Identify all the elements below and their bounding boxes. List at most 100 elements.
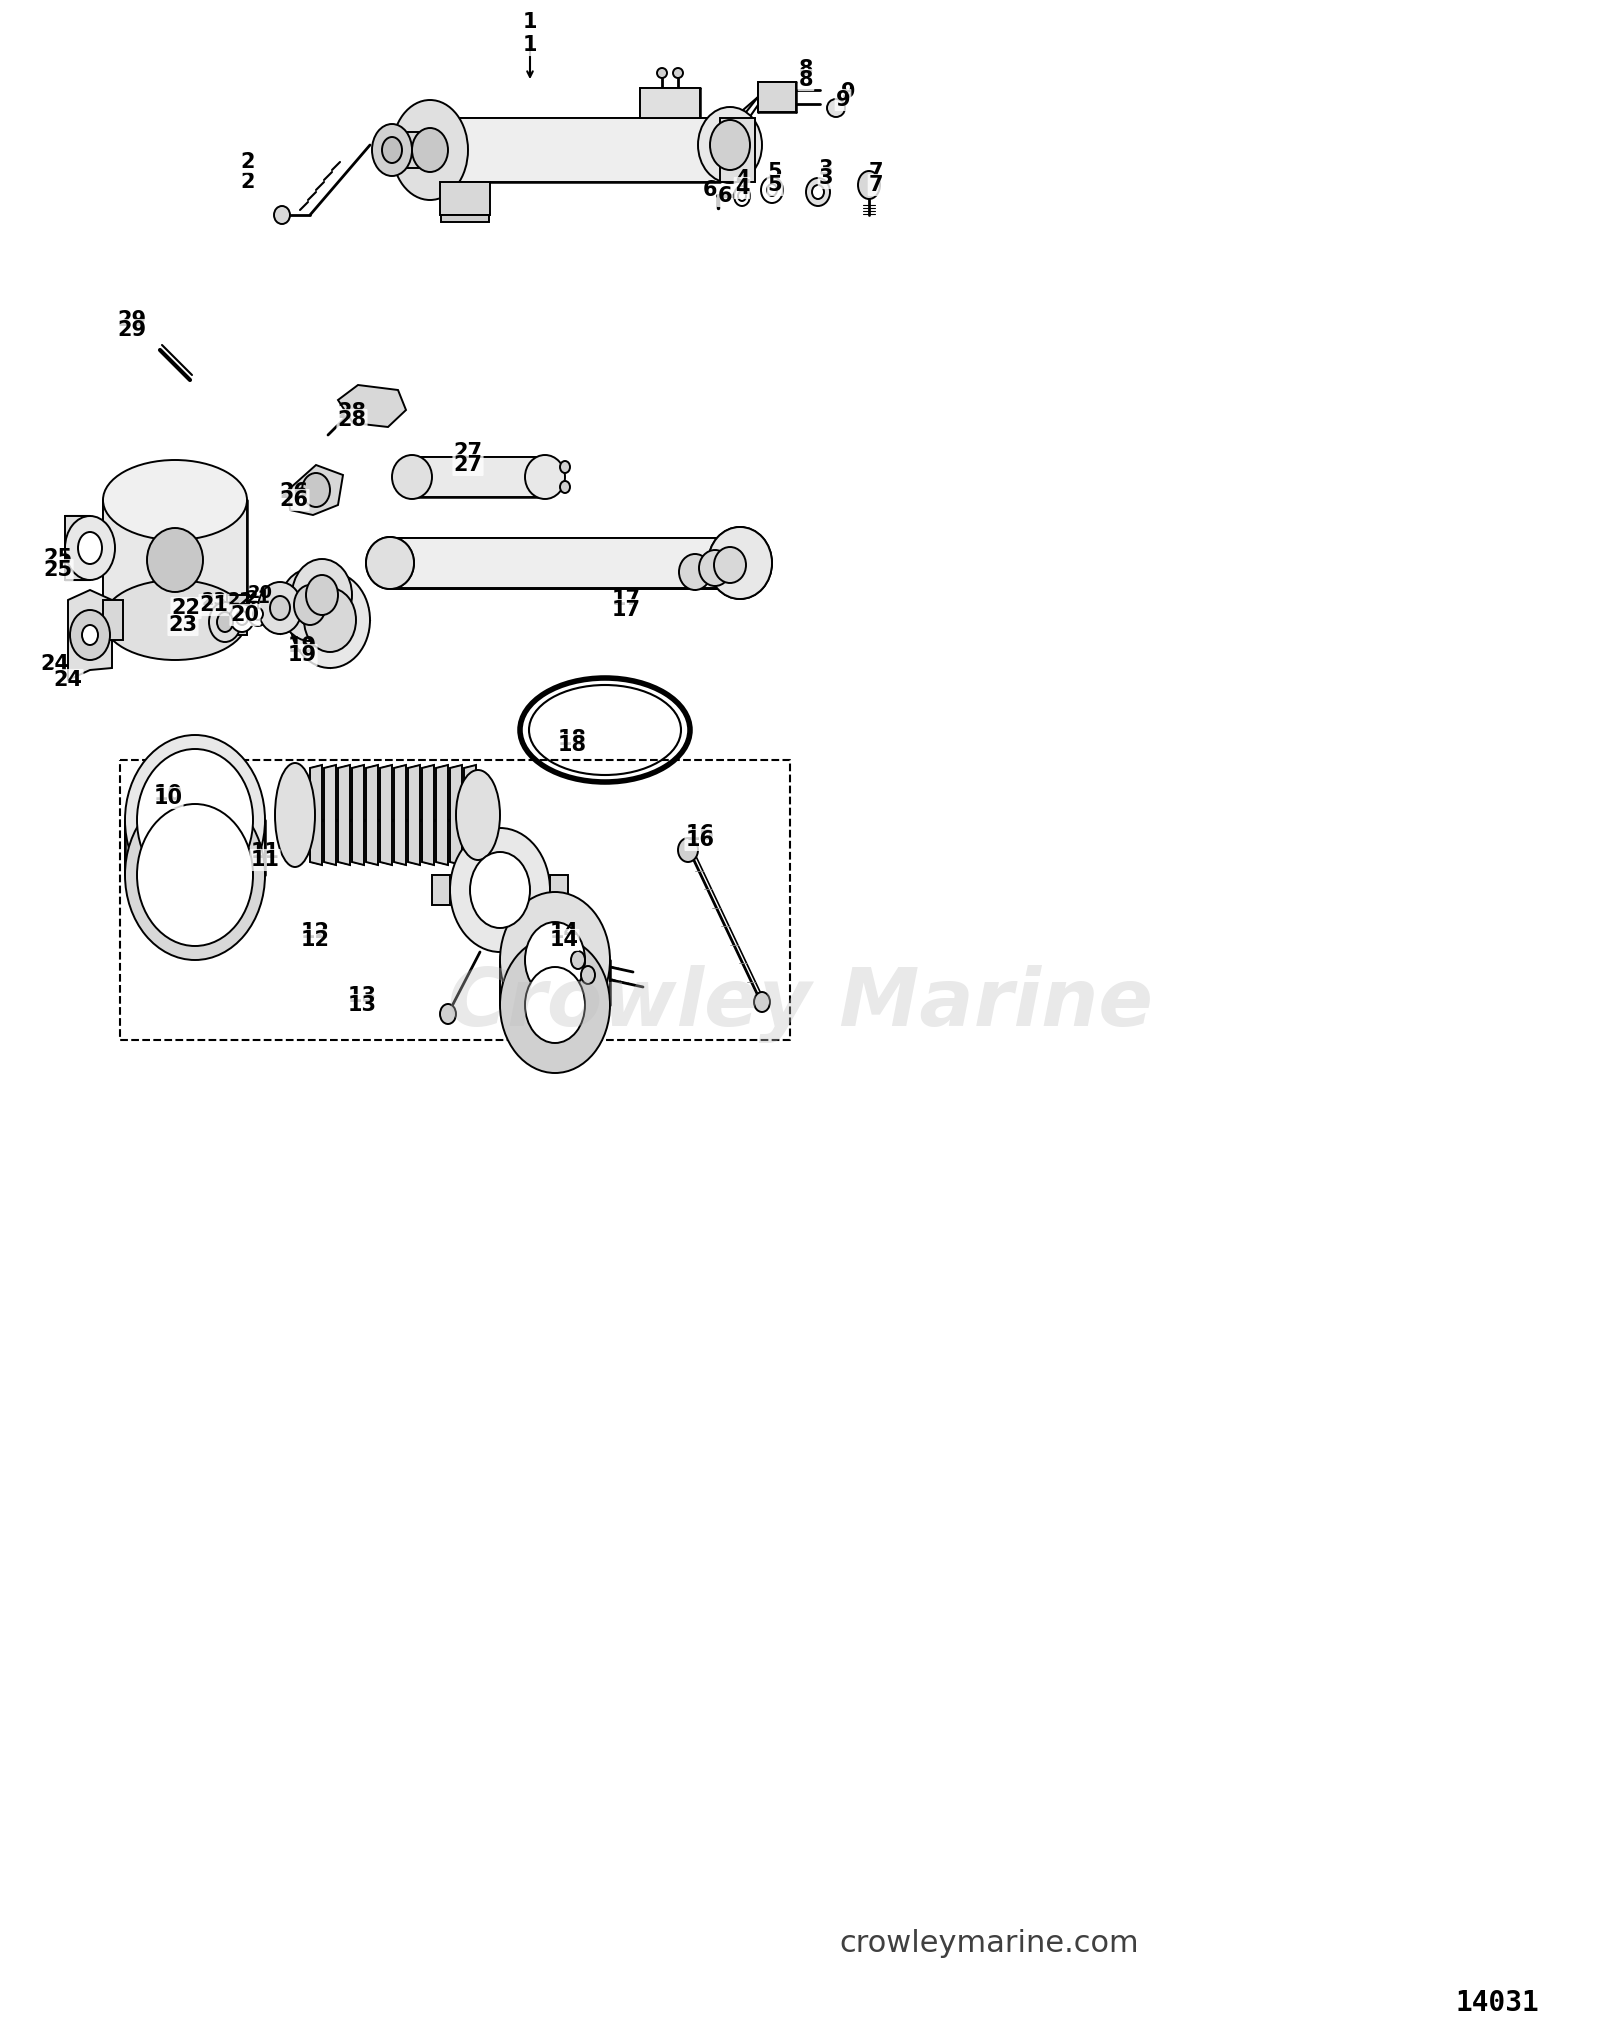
Text: 17: 17 [611,600,640,620]
Ellipse shape [366,537,414,590]
Text: 23: 23 [202,592,227,608]
Text: 9: 9 [835,90,850,110]
Polygon shape [430,118,720,182]
Polygon shape [440,182,490,214]
Ellipse shape [499,937,610,1074]
Text: 10: 10 [154,784,182,804]
Polygon shape [394,765,406,865]
Text: 10: 10 [154,788,182,808]
Ellipse shape [581,965,595,984]
Ellipse shape [707,527,771,598]
Ellipse shape [714,547,746,584]
Ellipse shape [710,120,750,169]
Ellipse shape [813,186,824,200]
Ellipse shape [291,559,352,631]
Ellipse shape [138,749,253,892]
Polygon shape [442,214,490,222]
Polygon shape [288,465,342,514]
Text: 21: 21 [200,596,229,614]
Ellipse shape [470,851,530,929]
Text: 21: 21 [245,590,270,606]
Text: 8: 8 [798,59,813,80]
Polygon shape [392,133,430,167]
Text: 11: 11 [251,843,280,861]
Text: 6: 6 [718,186,733,206]
Ellipse shape [766,184,778,196]
Text: 2: 2 [240,151,256,171]
Ellipse shape [304,588,355,651]
Text: 14: 14 [549,931,579,949]
Text: 7: 7 [869,176,883,196]
Ellipse shape [560,482,570,494]
Text: 24: 24 [53,669,83,690]
Ellipse shape [699,549,731,586]
Polygon shape [432,876,450,904]
Ellipse shape [125,790,266,959]
Ellipse shape [734,186,750,206]
Text: 4: 4 [734,178,749,198]
Text: 22: 22 [171,598,200,618]
Polygon shape [720,118,755,182]
Polygon shape [366,765,378,865]
Ellipse shape [274,206,290,225]
Ellipse shape [371,125,413,176]
Ellipse shape [210,602,242,643]
Text: 26: 26 [280,482,309,502]
Text: 2: 2 [240,171,256,192]
Text: 27: 27 [453,455,483,476]
Text: 28: 28 [338,410,366,431]
Text: 7: 7 [869,161,883,182]
Text: 17: 17 [611,590,640,608]
Ellipse shape [658,67,667,78]
Polygon shape [227,596,246,635]
Ellipse shape [218,612,234,633]
Polygon shape [381,765,392,865]
Text: 26: 26 [280,490,309,510]
Text: 18: 18 [557,729,587,749]
Text: 1: 1 [523,35,538,55]
Ellipse shape [138,804,253,945]
Ellipse shape [450,829,550,951]
Ellipse shape [102,459,246,541]
Ellipse shape [270,596,290,620]
Ellipse shape [827,100,845,116]
Text: 9: 9 [840,82,856,102]
Ellipse shape [762,178,782,202]
Polygon shape [338,386,406,427]
Text: crowleymarine.com: crowleymarine.com [838,1929,1139,1957]
Ellipse shape [440,1004,456,1025]
Ellipse shape [253,608,262,620]
Ellipse shape [306,576,338,614]
Ellipse shape [392,455,432,498]
Text: 14: 14 [549,923,579,943]
Ellipse shape [525,455,565,498]
Text: 22: 22 [227,592,253,608]
Ellipse shape [499,892,610,1029]
Text: 4: 4 [734,169,749,190]
Text: 13: 13 [347,996,376,1014]
Ellipse shape [294,586,326,625]
Text: 19: 19 [288,645,317,665]
Text: 16: 16 [685,831,715,849]
Polygon shape [102,600,123,641]
Polygon shape [435,765,448,865]
Ellipse shape [280,569,339,641]
Text: 12: 12 [301,923,330,943]
Text: 20: 20 [248,584,272,602]
Ellipse shape [678,839,698,861]
Text: 16: 16 [685,825,715,845]
Text: 20: 20 [230,604,259,625]
Polygon shape [422,765,434,865]
Polygon shape [66,516,90,580]
Polygon shape [408,765,419,865]
Polygon shape [450,765,462,865]
Text: 1: 1 [523,12,538,33]
Ellipse shape [571,951,586,969]
Ellipse shape [66,516,115,580]
Polygon shape [550,876,568,904]
Text: 29: 29 [117,320,147,341]
Ellipse shape [738,192,746,200]
Ellipse shape [258,582,302,635]
Polygon shape [390,539,739,588]
Ellipse shape [525,923,586,998]
